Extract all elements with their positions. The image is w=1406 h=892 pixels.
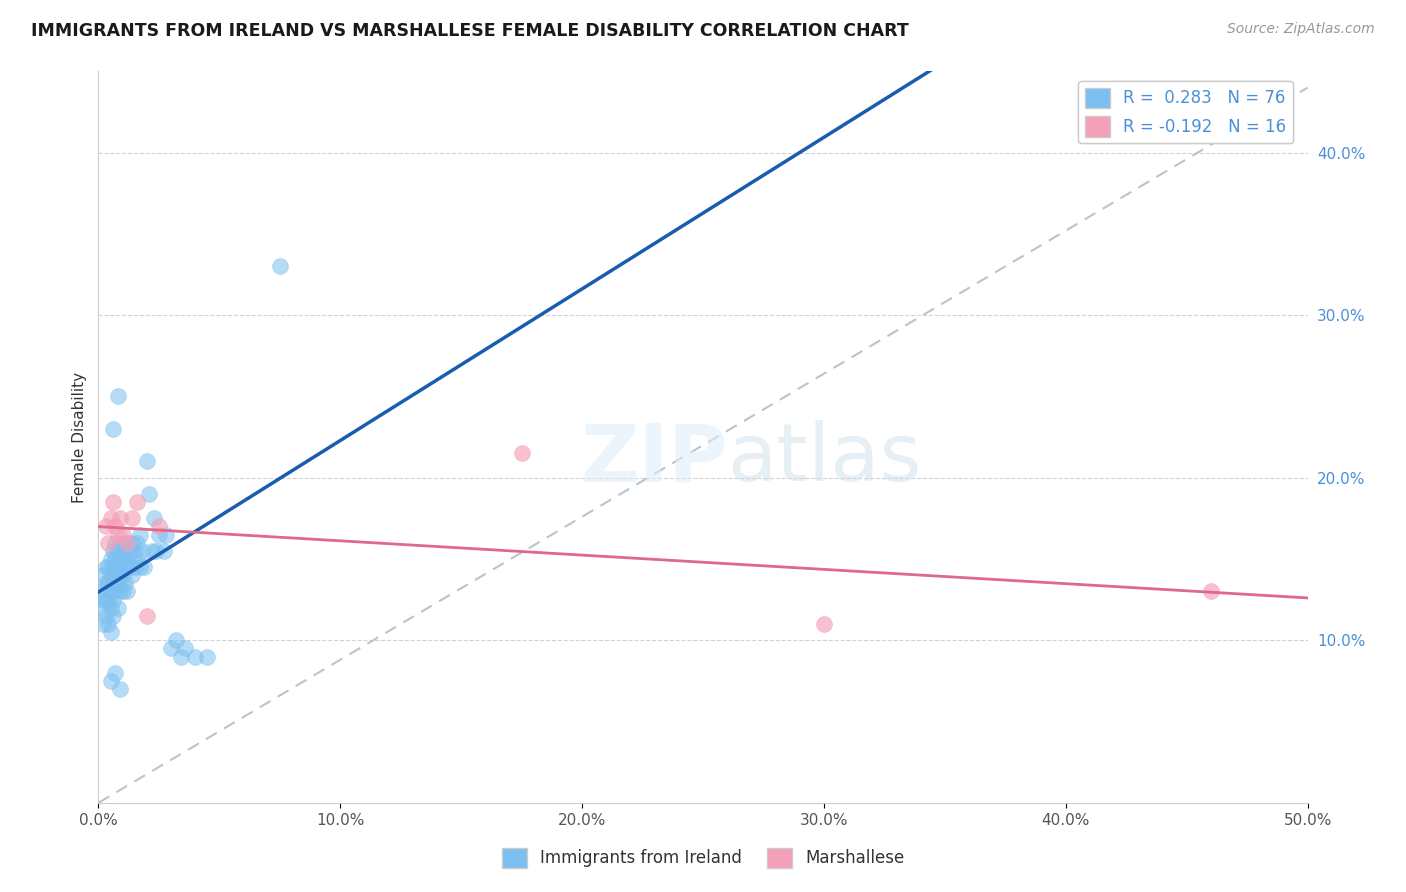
Point <box>108 552 131 566</box>
Point <box>100 511 122 525</box>
Point <box>94 592 117 607</box>
Point <box>91 568 114 582</box>
Point <box>148 519 170 533</box>
Point <box>131 544 153 558</box>
Point <box>127 552 149 566</box>
Point <box>165 633 187 648</box>
Point <box>135 454 157 468</box>
Point <box>97 576 120 591</box>
Legend: Immigrants from Ireland, Marshallese: Immigrants from Ireland, Marshallese <box>495 841 911 875</box>
Point <box>128 560 150 574</box>
Point <box>160 641 183 656</box>
Point <box>108 511 131 525</box>
Point <box>97 560 120 574</box>
Point <box>813 617 835 632</box>
Point <box>97 592 120 607</box>
Point <box>104 519 127 533</box>
Point <box>121 568 143 582</box>
Point <box>127 535 149 549</box>
Point <box>155 527 177 541</box>
Point <box>104 584 127 599</box>
Point <box>90 584 112 599</box>
Point <box>114 560 136 574</box>
Point <box>111 584 134 599</box>
Legend: R =  0.283   N = 76, R = -0.192   N = 16: R = 0.283 N = 76, R = -0.192 N = 16 <box>1078 81 1294 144</box>
Point <box>107 527 129 541</box>
Point <box>138 487 160 501</box>
Point <box>124 560 146 574</box>
Point <box>141 544 163 558</box>
Point <box>117 535 139 549</box>
Point <box>104 552 127 566</box>
Point <box>152 544 174 558</box>
Point <box>91 617 114 632</box>
Point <box>101 560 124 574</box>
Point <box>269 260 291 274</box>
Point <box>101 576 124 591</box>
Y-axis label: Female Disability: Female Disability <box>72 371 87 503</box>
Point <box>169 649 191 664</box>
Point <box>121 511 143 525</box>
Point <box>94 560 117 574</box>
Point <box>91 592 114 607</box>
Point <box>108 568 131 582</box>
Point <box>94 519 117 533</box>
Point <box>101 592 124 607</box>
Point <box>134 560 156 574</box>
Point <box>101 495 124 509</box>
Point <box>128 527 150 541</box>
Point <box>97 535 120 549</box>
Point <box>100 673 122 688</box>
Point <box>94 576 117 591</box>
Point <box>510 446 533 460</box>
Point <box>101 422 124 436</box>
Point <box>108 681 131 696</box>
Point <box>114 544 136 558</box>
Point <box>104 665 127 680</box>
Point <box>117 552 139 566</box>
Point <box>107 544 129 558</box>
Text: ZIP: ZIP <box>579 420 727 498</box>
Point <box>111 552 134 566</box>
Point <box>124 544 146 558</box>
Point <box>90 600 112 615</box>
Point <box>118 544 141 558</box>
Point <box>111 568 134 582</box>
Point <box>107 560 129 574</box>
Point <box>174 641 197 656</box>
Point <box>104 535 127 549</box>
Text: IMMIGRANTS FROM IRELAND VS MARSHALLESE FEMALE DISABILITY CORRELATION CHART: IMMIGRANTS FROM IRELAND VS MARSHALLESE F… <box>31 22 908 40</box>
Point <box>107 389 129 403</box>
Point <box>145 544 167 558</box>
Point <box>101 608 124 623</box>
Point <box>108 584 131 599</box>
Point <box>1199 584 1222 599</box>
Point <box>121 535 143 549</box>
Point <box>104 568 127 582</box>
Point <box>101 544 124 558</box>
Point <box>148 527 170 541</box>
Point <box>184 649 207 664</box>
Point <box>195 649 218 664</box>
Point <box>143 511 166 525</box>
Point <box>127 495 149 509</box>
Point <box>100 600 122 615</box>
Point <box>117 584 139 599</box>
Point <box>94 608 117 623</box>
Point <box>114 576 136 591</box>
Point <box>111 535 134 549</box>
Point <box>117 535 139 549</box>
Point <box>100 584 122 599</box>
Point <box>97 617 120 632</box>
Text: atlas: atlas <box>727 420 921 498</box>
Text: Source: ZipAtlas.com: Source: ZipAtlas.com <box>1227 22 1375 37</box>
Point <box>111 527 134 541</box>
Point <box>100 568 122 582</box>
Point <box>107 600 129 615</box>
Point <box>118 560 141 574</box>
Point <box>107 576 129 591</box>
Point <box>100 552 122 566</box>
Point <box>135 608 157 623</box>
Point <box>100 625 122 640</box>
